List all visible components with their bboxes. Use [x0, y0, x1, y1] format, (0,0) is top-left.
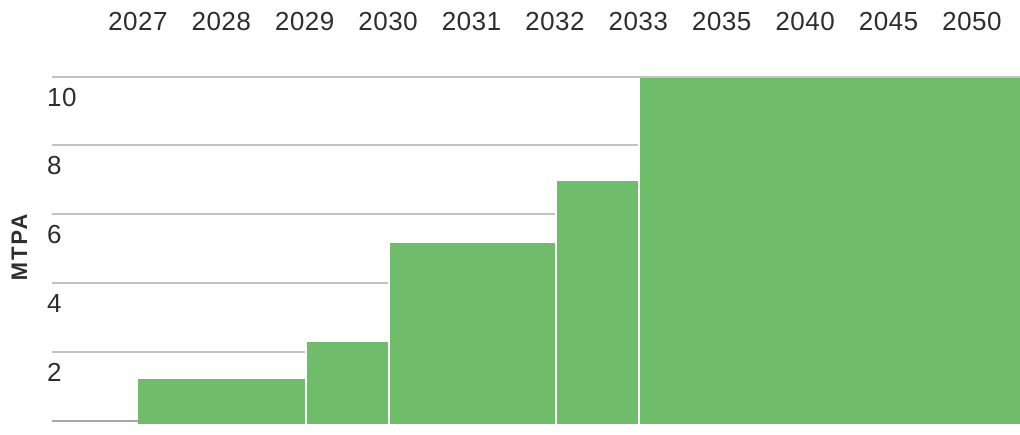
gridline — [52, 144, 1020, 146]
y-tick-label: 6 — [47, 219, 62, 249]
gridline — [52, 213, 1020, 215]
x-axis-label: 2032 — [525, 6, 585, 36]
x-axis-label: 2029 — [274, 6, 335, 36]
x-axis-label: 2027 — [108, 6, 168, 36]
y-tick-label: 2 — [47, 357, 62, 387]
x-axis-label: 2050 — [942, 6, 1002, 36]
x-axis-label: 2028 — [191, 6, 252, 36]
area-step-segment — [555, 181, 639, 424]
area-step-segment — [138, 379, 305, 424]
gridline — [52, 76, 1020, 78]
area-step-segment — [638, 78, 1020, 424]
area-step-segment — [304, 342, 389, 424]
area-step-segment — [388, 243, 555, 424]
x-axis-label: 2045 — [858, 6, 919, 36]
x-axis-label: 2033 — [608, 6, 669, 36]
y-tick-label: 4 — [47, 288, 62, 318]
x-axis-label: 2040 — [775, 6, 836, 36]
y-tick-label: 10 — [47, 82, 77, 112]
y-tick-label: 8 — [47, 150, 62, 180]
x-axis-label: 2030 — [358, 6, 419, 36]
x-axis-label: 2035 — [691, 6, 752, 36]
x-axis: 2027 2028 2029 2030 2031 2032 2033 2035 2040 2045… — [96, 6, 1013, 37]
y-axis-title: MTPA — [7, 211, 32, 281]
x-axis-label: 2031 — [441, 6, 502, 36]
